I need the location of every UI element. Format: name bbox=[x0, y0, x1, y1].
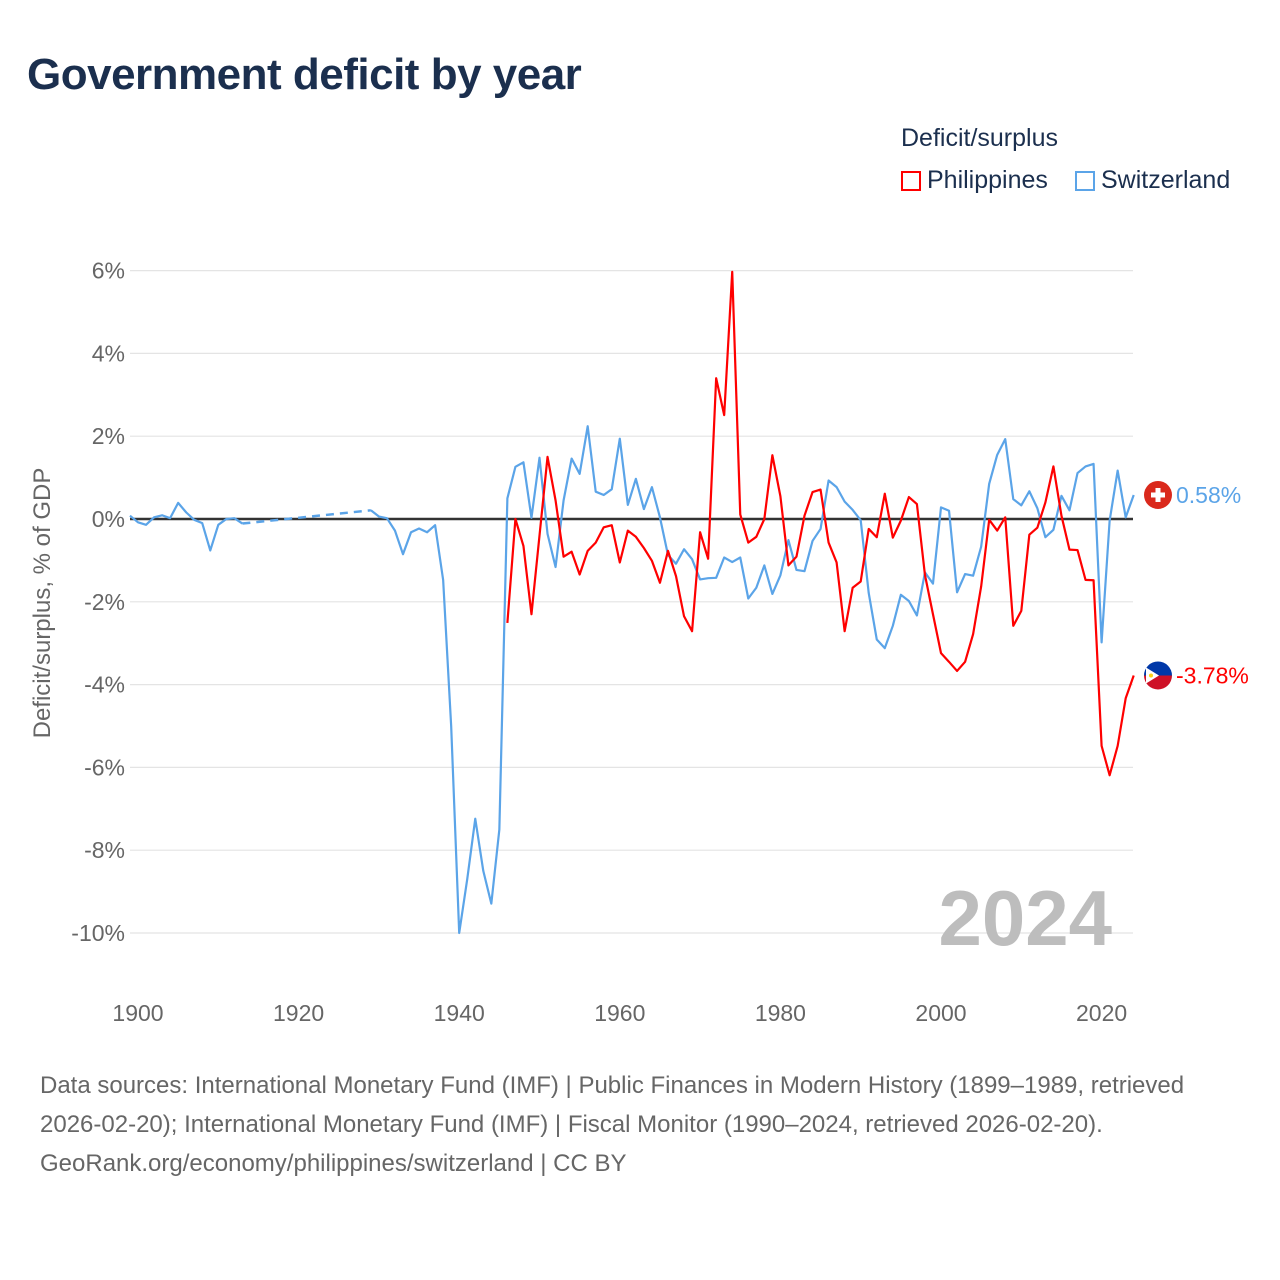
y-tick-label: -8% bbox=[84, 837, 125, 863]
y-tick-label: 2% bbox=[92, 423, 125, 449]
y-tick-label: 0% bbox=[92, 506, 125, 532]
end-value-label-switzerland: 0.58% bbox=[1176, 482, 1241, 508]
year-watermark: 2024 bbox=[938, 874, 1112, 962]
footer: Data sources: International Monetary Fun… bbox=[40, 1066, 1240, 1183]
y-tick-label: 4% bbox=[92, 340, 125, 366]
x-tick-label: 2000 bbox=[915, 1000, 966, 1026]
credit-link[interactable]: GeoRank.org/economy/philippines/switzerl… bbox=[40, 1150, 627, 1177]
y-tick-label: -4% bbox=[84, 672, 125, 698]
y-tick-label: -2% bbox=[84, 589, 125, 615]
page-title: Government deficit by year bbox=[27, 50, 582, 99]
legend-title: Deficit/surplus bbox=[901, 124, 1058, 152]
x-tick-label: 1920 bbox=[273, 1000, 324, 1026]
philippines-flag-icon bbox=[1144, 661, 1172, 690]
series-line-switzerland bbox=[129, 501, 244, 552]
x-tick-label: 1980 bbox=[755, 1000, 806, 1026]
x-tick-label: 1900 bbox=[112, 1000, 163, 1026]
x-tick-label: 2020 bbox=[1076, 1000, 1127, 1026]
x-tick-label: 1960 bbox=[594, 1000, 645, 1026]
flag-cross bbox=[1155, 487, 1161, 502]
legend-label: Philippines bbox=[927, 166, 1048, 194]
legend-item-switzerland[interactable]: Switzerland bbox=[1075, 166, 1230, 195]
y-tick-label: -6% bbox=[84, 754, 125, 780]
y-tick-label: 6% bbox=[92, 258, 125, 284]
legend-item-philippines[interactable]: Philippines bbox=[901, 166, 1048, 195]
end-value-label-philippines: -3.78% bbox=[1176, 662, 1249, 688]
legend-swatch-philippines bbox=[901, 170, 921, 191]
legend-swatch-switzerland bbox=[1075, 170, 1095, 191]
series-line-philippines bbox=[506, 270, 1135, 777]
series-gap-switzerland bbox=[242, 509, 371, 525]
series-line-switzerland bbox=[370, 425, 1135, 935]
legend-label: Switzerland bbox=[1101, 166, 1231, 194]
y-tick-label: -10% bbox=[71, 920, 125, 946]
flag-sun bbox=[1149, 673, 1153, 678]
y-axis-label: Deficit/surplus, % of GDP bbox=[29, 468, 56, 739]
x-tick-label: 1940 bbox=[434, 1000, 485, 1026]
data-sources: Data sources: International Monetary Fun… bbox=[40, 1072, 1185, 1138]
